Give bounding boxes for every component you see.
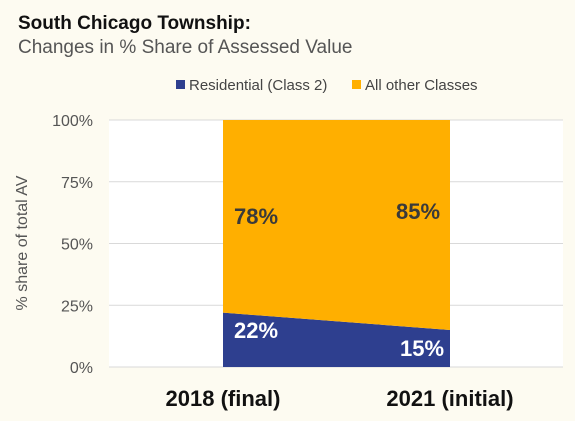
area-other-classes — [223, 120, 450, 330]
series-areas — [223, 120, 450, 367]
chart-subtitle: Changes in % Share of Assessed Value — [18, 37, 352, 58]
legend: Residential (Class 2) All other Classes — [176, 77, 478, 94]
x-category-label-2021: 2021 (initial) — [386, 386, 513, 411]
data-label-residential-2018: 22% — [234, 318, 278, 343]
y-axis-label: % share of total AV — [14, 175, 31, 310]
data-label-other-2021: 85% — [396, 199, 440, 224]
data-label-other-2018: 78% — [234, 204, 278, 229]
y-tick-label-100: 100% — [52, 113, 93, 130]
y-tick-label-25: 25% — [61, 298, 93, 315]
legend-label-residential: Residential (Class 2) — [189, 77, 327, 94]
y-tick-label-75: 75% — [61, 175, 93, 192]
x-category-label-2018: 2018 (final) — [166, 386, 281, 411]
y-tick-label-50: 50% — [61, 237, 93, 254]
y-axis-ticks: 0% 25% 50% 75% 100% — [52, 113, 93, 377]
area-residential — [223, 312, 450, 367]
chart-title: South Chicago Township: — [18, 13, 251, 34]
y-tick-label-0: 0% — [70, 360, 93, 377]
legend-swatch-other — [352, 80, 361, 89]
data-label-residential-2021: 15% — [400, 336, 444, 361]
legend-label-other: All other Classes — [365, 77, 478, 94]
legend-swatch-residential — [176, 80, 185, 89]
